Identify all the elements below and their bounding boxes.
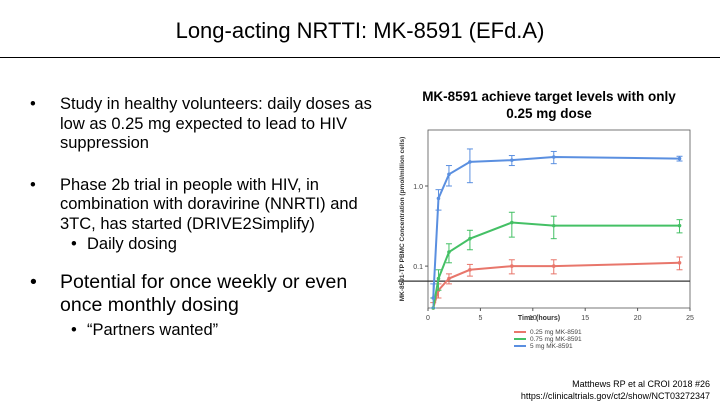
data-point xyxy=(431,296,436,300)
legend-label: 0.25 mg MK-8591 xyxy=(530,329,582,336)
y-axis-label: MK-8591-TP PBMC Concentration (pmol/mill… xyxy=(399,137,406,302)
references: Matthews RP et al CROI 2018 #26 https://… xyxy=(521,378,710,402)
data-point xyxy=(447,250,451,254)
sub-bullet-item: • “Partners wanted” xyxy=(30,321,375,341)
data-point xyxy=(510,220,514,225)
bullet-marker: • xyxy=(71,235,77,253)
bullet-marker: • xyxy=(71,320,77,339)
reference-link[interactable]: https://clinicaltrials.gov/ct2/show/NCT0… xyxy=(520,391,710,401)
bullet-list: • Study in healthy volunteers: daily dos… xyxy=(30,95,375,340)
data-point xyxy=(436,196,441,201)
x-tick-label: 10 xyxy=(529,315,537,322)
bullet-text: Daily dosing xyxy=(87,235,177,253)
bullet-marker: • xyxy=(30,175,36,194)
legend-label: 0.75 mg MK-8591 xyxy=(530,336,582,343)
reference-citation: Matthews RP et al CROI 2018 #26 xyxy=(572,379,710,389)
plot-frame xyxy=(427,129,691,309)
bullet-text: Study in healthy volunteers: daily doses… xyxy=(60,95,372,152)
bullet-item: • Study in healthy volunteers: daily dos… xyxy=(30,95,375,154)
bullet-item: • Potential for once weekly or even once… xyxy=(30,271,375,317)
data-point xyxy=(677,156,682,161)
data-point xyxy=(468,267,472,272)
bullet-text: “Partners wanted” xyxy=(87,320,219,339)
title-divider xyxy=(0,57,720,58)
slide-title: Long-acting NRTTI: MK-8591 (EFd.A) xyxy=(175,18,545,43)
bullet-marker: • xyxy=(30,95,36,113)
chart-caption: MK-8591 achieve target levels with only … xyxy=(422,89,676,121)
data-point xyxy=(677,260,682,265)
data-point xyxy=(436,276,441,281)
bullet-text: Potential for once weekly or even once m… xyxy=(60,270,348,316)
bullet-text: Phase 2b trial in people with HIV, in co… xyxy=(60,175,358,233)
data-point xyxy=(447,172,451,177)
data-point xyxy=(447,276,451,281)
data-point xyxy=(551,155,556,159)
x-tick-label: 5 xyxy=(478,315,482,322)
y-tick-label: 0.1 xyxy=(413,264,423,271)
x-tick-label: 25 xyxy=(686,315,694,322)
data-point xyxy=(468,236,472,241)
y-tick-label: 1.0 xyxy=(413,184,423,191)
bullet-item: • Phase 2b trial in people with HIV, in … xyxy=(30,176,375,235)
data-point xyxy=(510,264,514,268)
data-point xyxy=(677,223,682,228)
data-point xyxy=(551,223,556,228)
legend-label: 5 mg MK-8591 xyxy=(530,343,573,350)
bullet-marker: • xyxy=(30,270,37,293)
x-tick-label: 15 xyxy=(581,315,589,322)
x-tick-label: 20 xyxy=(634,315,642,322)
data-point xyxy=(510,158,514,162)
data-point xyxy=(551,264,556,268)
x-axis-label: Time (hours) xyxy=(518,315,560,322)
sub-bullet-item: • Daily dosing xyxy=(30,235,375,255)
x-tick-label: 0 xyxy=(426,315,430,322)
data-point xyxy=(468,160,472,164)
